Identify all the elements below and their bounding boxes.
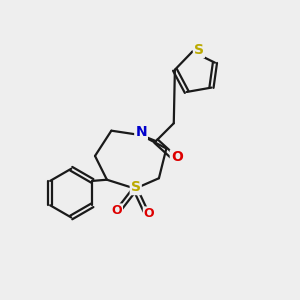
Text: S: S [131,180,141,194]
Text: S: S [194,43,204,57]
Text: O: O [171,150,183,164]
Text: O: O [111,204,122,218]
Text: N: N [135,125,147,139]
Text: O: O [144,207,154,220]
